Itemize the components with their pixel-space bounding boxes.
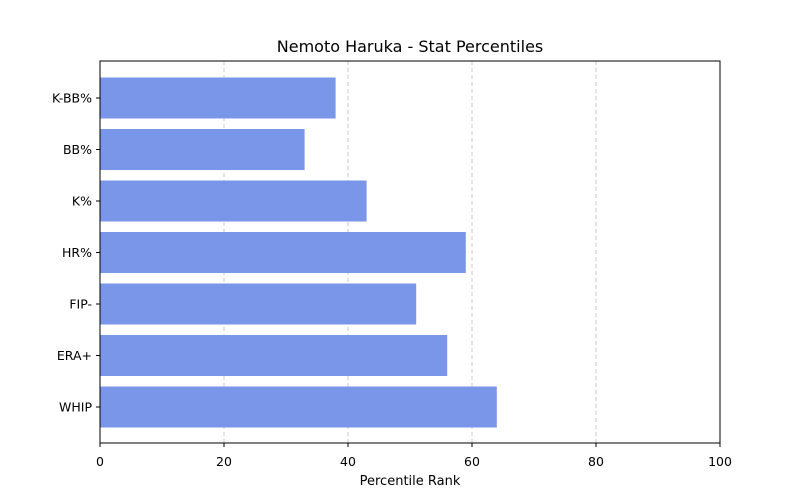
x-axis: 0 20 40 60 80 100 <box>96 443 732 469</box>
x-tick-label: 20 <box>216 454 232 469</box>
y-tick-label: ERA+ <box>57 348 92 363</box>
y-tick-label: K% <box>72 194 92 209</box>
x-tick-label: 60 <box>464 454 480 469</box>
bar-FIP- <box>100 283 417 325</box>
bar-WHIP <box>100 386 497 428</box>
y-tick-label: HR% <box>62 245 92 260</box>
x-tick-label: 0 <box>96 454 104 469</box>
bar-BB% <box>100 129 305 170</box>
chart-title: Nemoto Haruka - Stat Percentiles <box>277 37 544 56</box>
bar-K% <box>100 180 367 222</box>
bars <box>100 77 497 428</box>
bar-HR% <box>100 232 466 273</box>
x-tick-label: 40 <box>340 454 356 469</box>
x-tick-label: 100 <box>708 454 732 469</box>
y-axis: K-BB% BB% K% HR% FIP- ERA+ WHIP <box>52 91 100 415</box>
bar-K-BB% <box>100 77 336 119</box>
y-tick-label: K-BB% <box>52 91 92 106</box>
y-tick-label: WHIP <box>59 400 92 415</box>
y-tick-label: BB% <box>63 142 92 157</box>
x-tick-label: 80 <box>588 454 604 469</box>
y-tick-label: FIP- <box>69 297 92 312</box>
bar-ERA+ <box>100 335 448 376</box>
x-axis-label: Percentile Rank <box>360 474 461 489</box>
